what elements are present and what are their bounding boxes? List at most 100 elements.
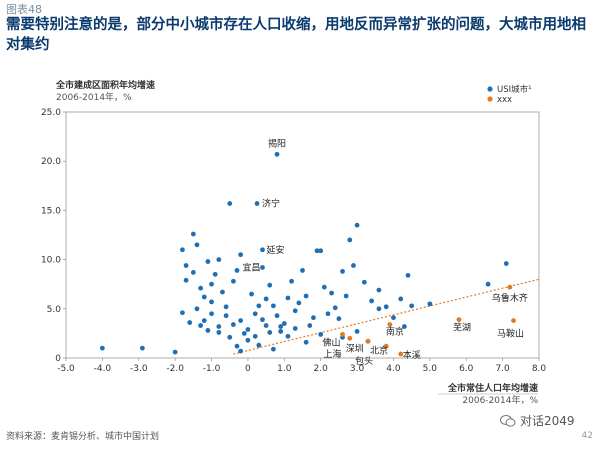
- usi-city-point: [252, 333, 258, 339]
- usi-city-point: [270, 303, 276, 309]
- usi-city-point: [289, 278, 294, 284]
- usi-city-point: [249, 291, 254, 297]
- usi-city-point: [303, 293, 309, 299]
- usi-city-point: [405, 272, 411, 278]
- usi-city-point: [329, 290, 335, 296]
- usi-city-point: [314, 248, 320, 254]
- usi-city-point: [354, 222, 360, 228]
- usi-city-point: [230, 278, 236, 284]
- point-label: 包头: [355, 355, 373, 367]
- usi-city-point: [238, 348, 244, 354]
- usi-city-point: [254, 201, 260, 206]
- usi-city-point: [234, 343, 240, 349]
- usi-city-point: [321, 284, 327, 290]
- usi-city-point: [263, 323, 269, 328]
- usi-city-point: [340, 269, 345, 274]
- usi-city-point: [190, 231, 196, 237]
- xxx-city-point: [507, 284, 513, 290]
- trendline: [233, 278, 540, 355]
- legend-label-usi: USI城市¹: [497, 84, 532, 95]
- usi-city-point: [270, 346, 276, 352]
- usi-city-point: [190, 269, 196, 275]
- xxx-city-point: [511, 318, 516, 324]
- usi-city-point: [401, 324, 407, 329]
- usi-city-point: [172, 349, 178, 355]
- legend: USI城市¹ xxx: [487, 84, 532, 105]
- xxx-city-point: [365, 338, 371, 344]
- x-tick-label: -3.0: [130, 364, 148, 374]
- point-label: 马鞍山: [497, 328, 524, 340]
- point-label: 北京: [370, 344, 388, 356]
- usi-city-point: [238, 318, 244, 324]
- usi-city-point: [285, 333, 291, 339]
- usi-city-point: [361, 279, 367, 285]
- x-tick-label: 7.0: [495, 364, 510, 374]
- point-label: 揭阳: [268, 137, 286, 149]
- usi-city-point: [427, 301, 433, 307]
- usi-city-point: [140, 345, 145, 351]
- xxx-city-point: [387, 322, 393, 327]
- y-tick-label: 15.0: [41, 206, 61, 216]
- x-tick-label: 0: [245, 364, 251, 374]
- x-axis-sublabel: 2006-2014年，%: [462, 394, 538, 406]
- x-tick-label: -1.0: [203, 364, 221, 374]
- exhibit-number: 图表48: [6, 3, 42, 16]
- usi-city-point: [267, 282, 273, 288]
- usi-city-point: [220, 289, 225, 295]
- usi-city-point: [198, 323, 204, 328]
- xxx-city-point: [398, 351, 404, 357]
- usi-city-point: [241, 331, 247, 336]
- usi-city-point: [391, 315, 396, 321]
- page-title: 需要特别注意的是，部分中小城市存在人口收缩，用地反而异常扩张的问题，大城市用地相…: [6, 17, 586, 53]
- usi-city-point: [351, 263, 356, 268]
- usi-city-point: [278, 329, 284, 334]
- usi-city-point: [300, 268, 305, 273]
- point-label: 佛山: [323, 336, 341, 348]
- point-label: 本溪: [403, 349, 421, 361]
- usi-city-point: [285, 295, 291, 301]
- usi-city-point: [230, 322, 236, 327]
- usi-city-point: [205, 328, 211, 333]
- usi-city-point: [234, 268, 240, 273]
- y-tick-label: 0: [55, 354, 61, 364]
- usi-city-point: [209, 311, 214, 317]
- usi-city-point: [303, 339, 309, 345]
- usi-city-point: [354, 329, 360, 334]
- plot-frame: [65, 111, 540, 359]
- xxx-city-point: [383, 343, 389, 349]
- usi-city-point: [292, 308, 298, 314]
- usi-city-point: [180, 310, 185, 316]
- usi-city-point: [376, 287, 382, 293]
- source-note: 资料来源：麦肯锡分析、城市中国计划: [6, 432, 160, 442]
- watermark-text: 对话2049: [520, 414, 575, 428]
- usi-city-point: [223, 304, 229, 310]
- usi-city-point: [201, 318, 207, 324]
- usi-city-point: [292, 326, 298, 331]
- usi-city-point: [205, 259, 211, 264]
- page-number: 42: [581, 431, 593, 441]
- usi-city-point: [183, 277, 189, 283]
- legend-marker-usi: [487, 86, 493, 92]
- usi-city-point: [485, 281, 491, 287]
- usi-city-point: [398, 296, 404, 302]
- usi-city-point: [209, 299, 214, 305]
- wechat-icon: [500, 414, 516, 427]
- usi-city-point: [198, 285, 204, 291]
- usi-city-point: [216, 324, 222, 329]
- usi-city-point: [256, 342, 262, 348]
- usi-city-point: [503, 261, 509, 266]
- usi-city-point: [260, 247, 265, 253]
- usi-city-point: [180, 247, 185, 253]
- x-tick-label: -4.0: [94, 364, 112, 374]
- usi-city-point: [256, 303, 262, 309]
- x-axis-label: 全市常住人口年均增速: [447, 382, 538, 394]
- usi-city-point: [318, 331, 324, 337]
- point-label: 深圳: [346, 343, 364, 354]
- point-label: 济宁: [262, 198, 280, 210]
- usi-city-point: [201, 294, 207, 300]
- usi-city-point: [369, 298, 375, 304]
- usi-city-point: [99, 345, 105, 351]
- x-tick-label: 6.0: [459, 364, 474, 374]
- usi-city-point: [252, 311, 258, 317]
- usi-city-point: [267, 330, 273, 335]
